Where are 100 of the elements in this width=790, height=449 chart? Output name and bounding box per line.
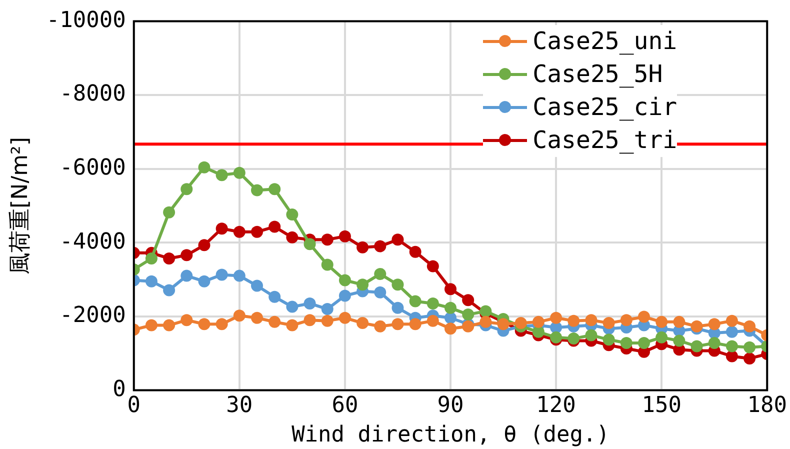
point [568, 314, 580, 327]
point [426, 260, 439, 272]
y-tick-label: -2000 [60, 303, 126, 328]
point [480, 316, 492, 328]
point [744, 341, 756, 354]
point [216, 222, 228, 235]
point [304, 238, 316, 250]
point [374, 286, 386, 298]
point [356, 317, 369, 330]
point [198, 161, 210, 174]
point [602, 334, 615, 346]
point [374, 268, 386, 280]
point [321, 258, 334, 271]
y-tick-label: -4000 [60, 229, 126, 254]
point [233, 226, 246, 238]
point [638, 310, 650, 323]
point [744, 320, 756, 332]
point [392, 318, 404, 330]
point [268, 183, 281, 196]
point [638, 336, 650, 349]
point [462, 308, 474, 321]
point [233, 310, 246, 322]
point [251, 312, 264, 324]
point [338, 230, 351, 242]
legend-label: Case25_5H [532, 59, 663, 90]
point [321, 303, 334, 316]
point [708, 336, 720, 349]
y-tick-label: 0 [112, 376, 126, 402]
x-tick-label: 30 [226, 393, 253, 418]
point [690, 340, 703, 352]
legend-label: Case25_cir [532, 92, 678, 124]
point [163, 319, 176, 332]
point [198, 318, 210, 330]
point [321, 314, 334, 327]
point [673, 316, 686, 328]
point [286, 208, 298, 221]
point [532, 326, 544, 338]
x-tick-label: 180 [747, 393, 788, 418]
point [392, 278, 404, 291]
point [163, 284, 176, 296]
point [198, 239, 210, 252]
point [251, 184, 264, 196]
point [602, 317, 615, 330]
point [286, 231, 298, 244]
point [690, 320, 703, 332]
y-tick-label: -10000 [46, 8, 126, 33]
point [585, 329, 598, 342]
point [304, 297, 316, 310]
point [374, 240, 386, 252]
point [708, 318, 720, 330]
y-tick-label: -6000 [60, 156, 126, 181]
point [338, 274, 351, 286]
point [233, 270, 246, 282]
point [374, 320, 386, 332]
point [304, 314, 316, 326]
point [356, 278, 369, 291]
point [268, 316, 281, 328]
legend-label: Case25_tri [532, 125, 678, 156]
point [198, 275, 210, 288]
point [268, 290, 281, 303]
point [426, 314, 439, 327]
point [497, 318, 510, 330]
point [145, 252, 158, 264]
point [550, 331, 562, 344]
point [145, 275, 158, 288]
point [180, 270, 193, 282]
point [392, 234, 404, 246]
point [409, 318, 422, 330]
point [392, 302, 404, 314]
point [462, 294, 474, 306]
point [338, 312, 351, 324]
point [656, 331, 668, 344]
point [444, 283, 456, 296]
point [216, 268, 228, 281]
point [726, 350, 738, 362]
point [514, 317, 527, 330]
point [216, 318, 228, 330]
point [409, 246, 422, 258]
point [726, 314, 738, 327]
point [268, 220, 281, 233]
point [444, 322, 456, 335]
point [426, 297, 439, 310]
x-tick-label: 150 [642, 393, 682, 418]
point [550, 312, 562, 324]
point [163, 252, 176, 264]
x-axis-title: Wind direction, θ (deg.) [292, 422, 610, 448]
point [356, 241, 369, 254]
point [251, 280, 264, 292]
point [409, 295, 422, 308]
point [321, 234, 334, 246]
point [286, 319, 298, 332]
point [656, 316, 668, 328]
point [251, 226, 264, 238]
point [233, 166, 246, 179]
legend-label: Case25_uni [532, 26, 678, 58]
point [180, 249, 193, 262]
y-axis-title: 風荷重[N/m²] [8, 137, 33, 274]
point [338, 290, 351, 302]
point [180, 183, 193, 196]
point [726, 326, 738, 338]
